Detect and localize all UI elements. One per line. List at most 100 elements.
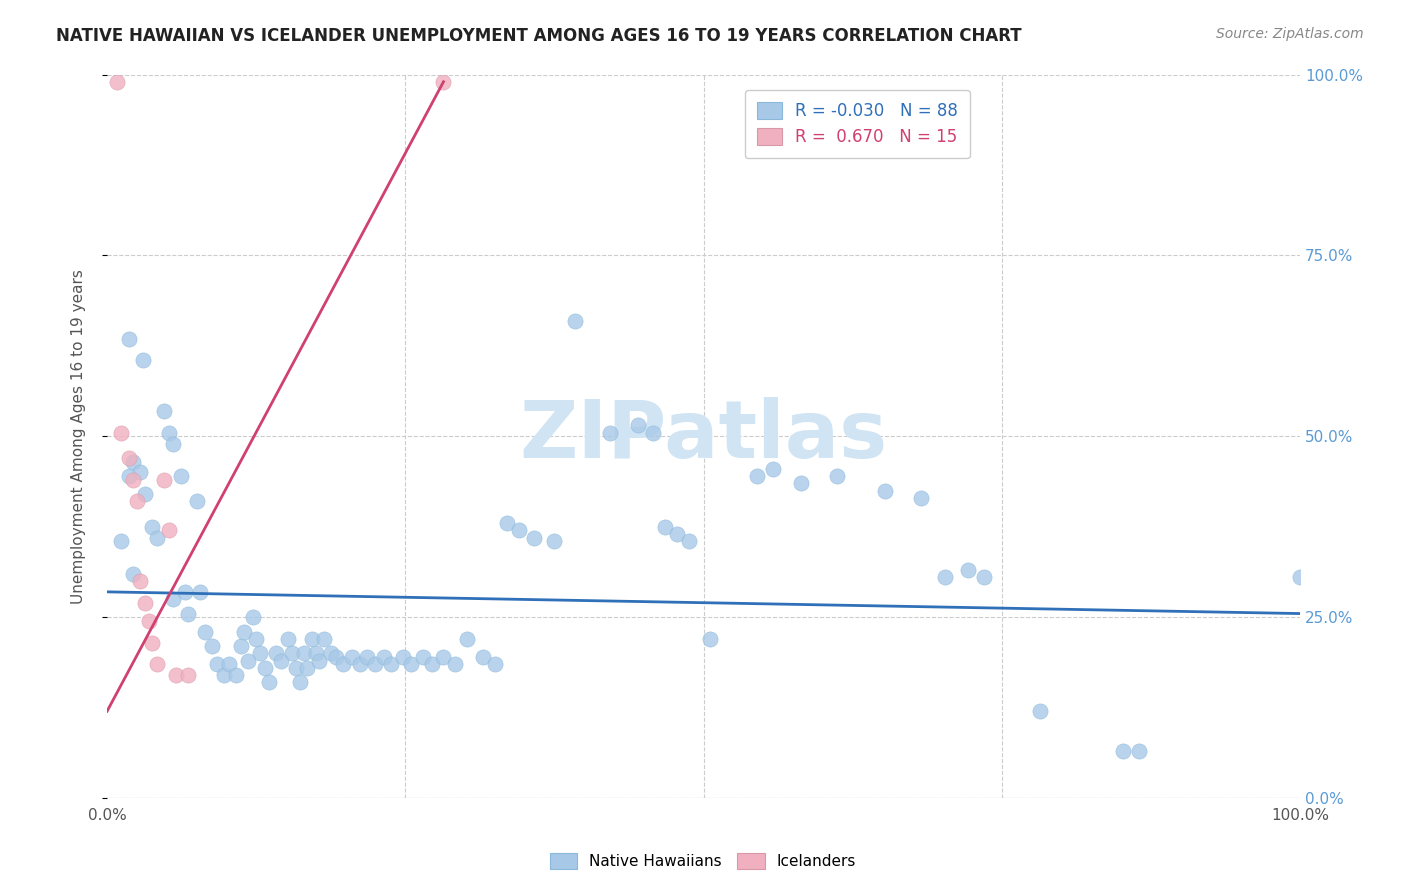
Native Hawaiians bbox=[1112, 744, 1135, 758]
Native Hawaiians bbox=[301, 632, 323, 646]
Native Hawaiians bbox=[356, 650, 378, 665]
Native Hawaiians bbox=[225, 668, 247, 682]
Icelanders bbox=[157, 524, 180, 538]
Icelanders bbox=[110, 425, 132, 440]
Icelanders bbox=[165, 668, 187, 682]
Native Hawaiians bbox=[373, 650, 395, 665]
Text: ZIPatlas: ZIPatlas bbox=[519, 397, 887, 475]
Native Hawaiians bbox=[305, 646, 328, 660]
Native Hawaiians bbox=[523, 531, 546, 545]
Native Hawaiians bbox=[484, 657, 506, 672]
Native Hawaiians bbox=[873, 483, 896, 498]
Icelanders bbox=[117, 450, 139, 465]
Native Hawaiians bbox=[245, 632, 267, 646]
Icelanders bbox=[141, 635, 163, 649]
Native Hawaiians bbox=[432, 650, 454, 665]
Legend: R = -0.030   N = 88, R =  0.670   N = 15: R = -0.030 N = 88, R = 0.670 N = 15 bbox=[745, 90, 970, 158]
Native Hawaiians bbox=[762, 462, 785, 476]
Native Hawaiians bbox=[654, 520, 676, 534]
Native Hawaiians bbox=[666, 527, 689, 541]
Native Hawaiians bbox=[292, 646, 315, 660]
Native Hawaiians bbox=[259, 675, 281, 690]
Native Hawaiians bbox=[117, 469, 139, 483]
Native Hawaiians bbox=[627, 418, 650, 433]
Native Hawaiians bbox=[508, 524, 530, 538]
Native Hawaiians bbox=[1128, 744, 1150, 758]
Native Hawaiians bbox=[141, 520, 163, 534]
Native Hawaiians bbox=[162, 436, 184, 450]
Native Hawaiians bbox=[1029, 704, 1052, 718]
Native Hawaiians bbox=[380, 657, 402, 672]
Native Hawaiians bbox=[277, 632, 299, 646]
Native Hawaiians bbox=[205, 657, 228, 672]
Icelanders bbox=[432, 75, 454, 89]
Native Hawaiians bbox=[790, 476, 813, 491]
Native Hawaiians bbox=[281, 646, 304, 660]
Native Hawaiians bbox=[270, 654, 292, 668]
Native Hawaiians bbox=[162, 592, 184, 607]
Native Hawaiians bbox=[218, 657, 240, 672]
Native Hawaiians bbox=[186, 494, 208, 508]
Native Hawaiians bbox=[132, 353, 155, 368]
Native Hawaiians bbox=[412, 650, 434, 665]
Native Hawaiians bbox=[401, 657, 423, 672]
Native Hawaiians bbox=[134, 487, 156, 501]
Icelanders bbox=[129, 574, 152, 588]
Native Hawaiians bbox=[444, 657, 467, 672]
Text: NATIVE HAWAIIAN VS ICELANDER UNEMPLOYMENT AMONG AGES 16 TO 19 YEARS CORRELATION : NATIVE HAWAIIAN VS ICELANDER UNEMPLOYMEN… bbox=[56, 27, 1022, 45]
Native Hawaiians bbox=[325, 650, 347, 665]
Native Hawaiians bbox=[340, 650, 363, 665]
Native Hawaiians bbox=[349, 657, 371, 672]
Native Hawaiians bbox=[599, 425, 621, 440]
Native Hawaiians bbox=[456, 632, 478, 646]
Icelanders bbox=[138, 614, 160, 628]
Native Hawaiians bbox=[910, 491, 932, 505]
Native Hawaiians bbox=[249, 646, 271, 660]
Native Hawaiians bbox=[321, 646, 343, 660]
Icelanders bbox=[122, 473, 145, 487]
Native Hawaiians bbox=[825, 469, 848, 483]
Native Hawaiians bbox=[170, 469, 193, 483]
Icelanders bbox=[134, 596, 156, 610]
Native Hawaiians bbox=[253, 661, 276, 675]
Native Hawaiians bbox=[643, 425, 665, 440]
Native Hawaiians bbox=[392, 650, 415, 665]
Native Hawaiians bbox=[146, 531, 169, 545]
Native Hawaiians bbox=[934, 570, 956, 584]
Native Hawaiians bbox=[290, 675, 312, 690]
Native Hawaiians bbox=[129, 466, 152, 480]
Native Hawaiians bbox=[308, 654, 330, 668]
Native Hawaiians bbox=[314, 632, 336, 646]
Native Hawaiians bbox=[699, 632, 721, 646]
Native Hawaiians bbox=[678, 534, 700, 549]
Native Hawaiians bbox=[364, 657, 387, 672]
Icelanders bbox=[125, 494, 148, 508]
Native Hawaiians bbox=[495, 516, 517, 530]
Native Hawaiians bbox=[747, 469, 769, 483]
Native Hawaiians bbox=[110, 534, 132, 549]
Native Hawaiians bbox=[194, 624, 217, 639]
Native Hawaiians bbox=[284, 661, 307, 675]
Icelanders bbox=[177, 668, 200, 682]
Native Hawaiians bbox=[332, 657, 354, 672]
Y-axis label: Unemployment Among Ages 16 to 19 years: Unemployment Among Ages 16 to 19 years bbox=[72, 268, 86, 604]
Native Hawaiians bbox=[177, 607, 200, 621]
Legend: Native Hawaiians, Icelanders: Native Hawaiians, Icelanders bbox=[544, 847, 862, 875]
Native Hawaiians bbox=[957, 563, 980, 577]
Native Hawaiians bbox=[973, 570, 995, 584]
Native Hawaiians bbox=[117, 332, 139, 346]
Icelanders bbox=[105, 75, 128, 89]
Native Hawaiians bbox=[297, 661, 319, 675]
Native Hawaiians bbox=[236, 654, 259, 668]
Native Hawaiians bbox=[122, 566, 145, 581]
Native Hawaiians bbox=[564, 313, 586, 327]
Native Hawaiians bbox=[157, 425, 180, 440]
Native Hawaiians bbox=[212, 668, 235, 682]
Native Hawaiians bbox=[173, 585, 195, 599]
Native Hawaiians bbox=[266, 646, 288, 660]
Native Hawaiians bbox=[201, 639, 224, 653]
Native Hawaiians bbox=[471, 650, 494, 665]
Native Hawaiians bbox=[233, 624, 256, 639]
Native Hawaiians bbox=[543, 534, 565, 549]
Native Hawaiians bbox=[420, 657, 443, 672]
